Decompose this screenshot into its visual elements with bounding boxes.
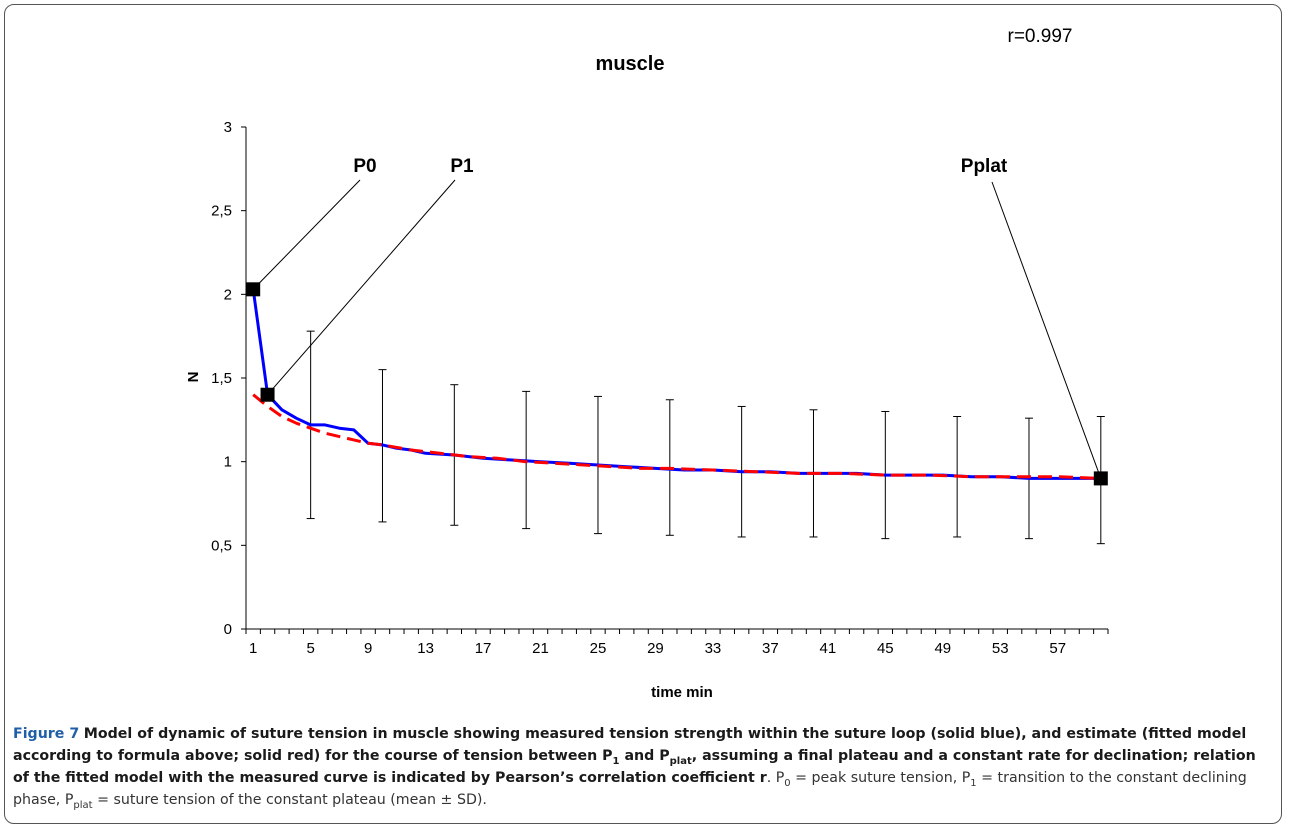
marker-label: P0 bbox=[353, 156, 376, 177]
point-markers bbox=[246, 282, 1108, 486]
x-axis-label: time min bbox=[651, 684, 713, 701]
caption-sub: 0 bbox=[784, 777, 791, 789]
y-tick-label: 1 bbox=[224, 454, 232, 471]
fitted-model-line bbox=[252, 393, 1101, 480]
x-tick-label: 53 bbox=[992, 640, 1009, 657]
x-tick-label: 25 bbox=[590, 640, 607, 657]
x-tick-label: 37 bbox=[762, 640, 779, 657]
caption-text-rest: , assuming a final plateau and a constan… bbox=[13, 748, 1256, 786]
measured-tension-line bbox=[251, 289, 1101, 480]
caption-def-d: = suture tension of the constant plateau… bbox=[92, 792, 487, 808]
chart-axes: 0 0,5 1 1,5 2 2,5 3 1 5 9 13 17 21 25 29 33 37 41 45 49 53 57 bbox=[211, 119, 1109, 657]
x-tick-label: 5 bbox=[306, 640, 314, 657]
square-marker bbox=[246, 282, 261, 297]
x-tick-label: 29 bbox=[647, 640, 664, 657]
caption-def-a: . P bbox=[766, 770, 785, 786]
callout-line bbox=[267, 179, 456, 396]
y-tick-label: 3 bbox=[224, 119, 232, 136]
error-bars bbox=[306, 330, 1105, 545]
caption-text-and: and P bbox=[619, 748, 670, 764]
square-marker bbox=[260, 387, 275, 402]
caption-def-b: = peak suture tension, P bbox=[790, 770, 971, 786]
x-tick-label: 17 bbox=[475, 640, 492, 657]
x-tick-label: 45 bbox=[877, 640, 894, 657]
x-tick-label: 41 bbox=[820, 640, 837, 657]
y-axis-label: N bbox=[185, 372, 202, 383]
x-tick-label: 9 bbox=[364, 640, 372, 657]
x-tick-label: 21 bbox=[532, 640, 549, 657]
figure-label: Figure 7 bbox=[13, 726, 80, 742]
callout-lines: P0 P1 Pplat bbox=[252, 156, 1102, 479]
x-tick-label: 49 bbox=[934, 640, 951, 657]
callout-line bbox=[252, 179, 361, 290]
caption-main: Model of dynamic of suture tension in mu… bbox=[13, 726, 1256, 786]
caption-sub: plat bbox=[73, 799, 93, 811]
y-tick-label: 2,5 bbox=[211, 203, 232, 220]
caption-sub: 1 bbox=[970, 777, 977, 789]
y-tick-label: 2 bbox=[224, 286, 232, 303]
caption-sub: plat bbox=[669, 755, 692, 767]
callout-line bbox=[991, 181, 1102, 479]
y-tick-label: 0,5 bbox=[211, 537, 232, 554]
x-tick-label: 1 bbox=[249, 640, 257, 657]
caption-sub: 1 bbox=[612, 755, 620, 767]
caption-def-c: = transition to the constant declining p… bbox=[13, 770, 1247, 808]
caption-definitions: . P0 = peak suture tension, P1 = transit… bbox=[13, 770, 1247, 811]
marker-label: P1 bbox=[450, 156, 474, 177]
line-chart: 0 0,5 1 1,5 2 2,5 3 1 5 9 13 17 21 25 29 33 37 41 45 49 53 57… bbox=[185, 26, 1109, 701]
caption-text-main: Model of dynamic of suture tension in mu… bbox=[13, 726, 1247, 764]
x-tick-label: 13 bbox=[417, 640, 434, 657]
series-lines bbox=[251, 289, 1101, 480]
y-tick-label: 1,5 bbox=[211, 370, 232, 387]
marker-label: Pplat bbox=[961, 156, 1008, 177]
figure-frame bbox=[4, 4, 1282, 824]
caption-r-letter: r bbox=[759, 770, 767, 786]
y-tick-label: 0 bbox=[224, 621, 232, 638]
chart-title: muscle bbox=[596, 53, 665, 75]
correlation-annotation: r=0.997 bbox=[1008, 26, 1073, 47]
square-marker bbox=[1093, 471, 1108, 486]
x-tick-label: 57 bbox=[1049, 640, 1066, 657]
x-tick-label: 33 bbox=[705, 640, 722, 657]
figure-caption: Figure 7 Model of dynamic of suture tens… bbox=[13, 723, 1275, 811]
